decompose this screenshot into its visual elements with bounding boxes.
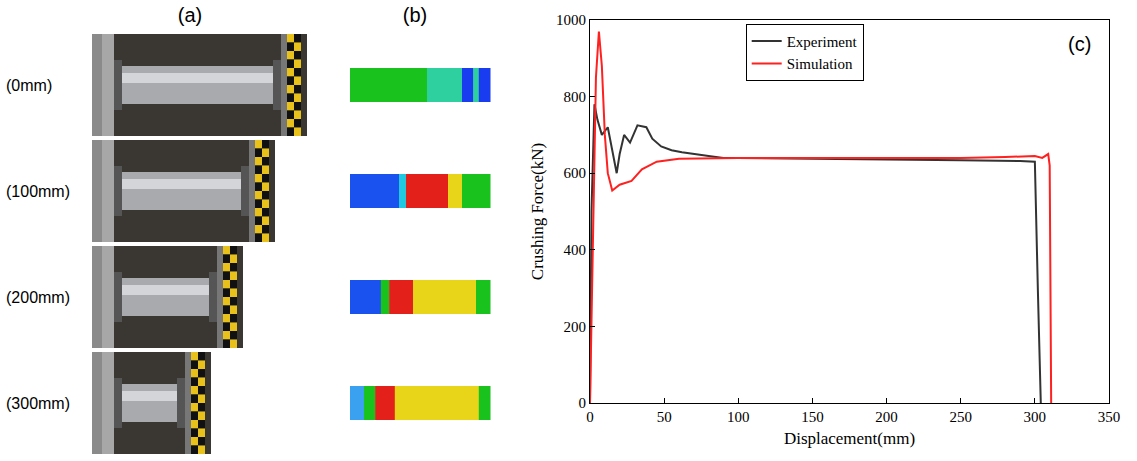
svg-text:Experiment: Experiment bbox=[787, 34, 858, 50]
svg-text:250: 250 bbox=[949, 409, 972, 425]
svg-text:(a): (a) bbox=[178, 4, 202, 26]
svg-text:Crushing Force(kN): Crushing Force(kN) bbox=[528, 143, 547, 280]
svg-text:350: 350 bbox=[1098, 409, 1121, 425]
svg-text:200: 200 bbox=[875, 409, 898, 425]
svg-text:800: 800 bbox=[564, 89, 587, 105]
svg-text:Displacement(mm): Displacement(mm) bbox=[784, 429, 915, 448]
svg-text:(0mm): (0mm) bbox=[6, 77, 52, 94]
svg-text:0: 0 bbox=[586, 409, 594, 425]
svg-text:Simulation: Simulation bbox=[787, 56, 853, 72]
svg-text:150: 150 bbox=[801, 409, 824, 425]
svg-text:(c): (c) bbox=[1068, 33, 1091, 55]
svg-text:(300mm): (300mm) bbox=[6, 395, 70, 412]
svg-text:1000: 1000 bbox=[556, 12, 586, 28]
svg-text:200: 200 bbox=[564, 319, 587, 335]
svg-text:600: 600 bbox=[564, 165, 587, 181]
svg-text:50: 50 bbox=[657, 409, 672, 425]
svg-text:0: 0 bbox=[579, 395, 587, 411]
svg-text:400: 400 bbox=[564, 242, 587, 258]
svg-text:100: 100 bbox=[727, 409, 750, 425]
svg-text:(100mm): (100mm) bbox=[6, 183, 70, 200]
svg-text:(200mm): (200mm) bbox=[6, 289, 70, 306]
svg-text:300: 300 bbox=[1024, 409, 1047, 425]
svg-text:(b): (b) bbox=[403, 4, 427, 26]
